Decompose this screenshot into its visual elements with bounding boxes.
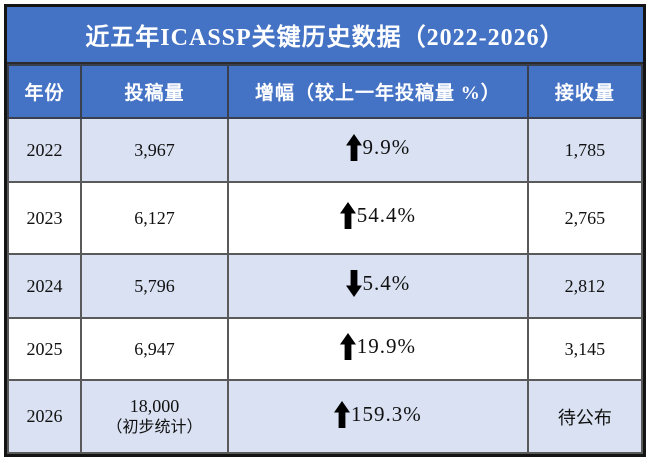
table-row-2023: 2023 6,127 54.4% 2,765 xyxy=(7,181,644,255)
up-arrow-icon xyxy=(339,202,356,230)
submissions-value: 18,000 xyxy=(129,396,180,417)
accepted-cell: 1,785 xyxy=(526,116,644,184)
header-row: 年份 投稿量 增幅（较上一年投稿量 %） 接收量 xyxy=(7,64,644,119)
accepted-cell: 2,812 xyxy=(526,252,644,320)
growth-cell: 5.4% xyxy=(226,252,529,320)
submissions-cell: 3,967 xyxy=(79,116,229,184)
up-arrow-icon xyxy=(334,400,351,428)
table-row-2022: 2022 3,967 9.9% 1,785 xyxy=(7,116,644,184)
growth-value: 19.9% xyxy=(356,334,417,359)
column-header-accepted: 接收量 xyxy=(526,64,644,119)
column-header-growth: 增幅（较上一年投稿量 %） xyxy=(226,64,529,119)
growth-cell: 19.9% xyxy=(226,317,529,382)
submissions-cell: 6,127 xyxy=(79,181,229,255)
growth-value: 54.4% xyxy=(356,203,417,228)
column-header-year: 年份 xyxy=(7,64,82,119)
accepted-cell: 待公布 xyxy=(526,379,644,454)
submissions-cell: 18,000 （初步统计） xyxy=(79,379,229,454)
year-cell: 2025 xyxy=(7,317,82,382)
data-table: 年份 投稿量 增幅（较上一年投稿量 %） 接收量 2022 3,967 xyxy=(7,64,644,454)
submissions-cell: 5,796 xyxy=(79,252,229,320)
table-row-2025: 2025 6,947 19.9% 3,145 xyxy=(7,317,644,382)
submissions-note: （初步统计） xyxy=(106,418,203,436)
down-arrow-icon xyxy=(345,270,362,297)
growth-value: 5.4% xyxy=(362,271,411,295)
icassp-history-table: 近五年ICASSP关键历史数据（2022-2026） 年份 投稿量 增幅（较上一… xyxy=(4,4,646,457)
growth-cell: 9.9% xyxy=(226,116,529,184)
year-cell: 2022 xyxy=(7,116,82,184)
column-header-submissions: 投稿量 xyxy=(79,64,229,119)
table-title: 近五年ICASSP关键历史数据（2022-2026） xyxy=(7,7,643,64)
table-title-text: 近五年ICASSP关键历史数据（2022-2026） xyxy=(85,25,565,51)
year-cell: 2023 xyxy=(7,181,82,255)
table-row-2024: 2024 5,796 5.4% 2,812 xyxy=(7,252,644,320)
submissions-cell: 6,947 xyxy=(79,317,229,382)
growth-cell: 159.3% xyxy=(226,379,529,454)
up-arrow-icon xyxy=(339,333,356,361)
up-arrow-icon xyxy=(345,134,362,162)
growth-cell: 54.4% xyxy=(226,181,529,255)
accepted-cell: 3,145 xyxy=(526,317,644,382)
year-cell: 2024 xyxy=(7,252,82,320)
growth-value: 9.9% xyxy=(362,135,411,160)
table-row-2026: 2026 18,000 （初步统计） 159.3% 待公布 xyxy=(7,379,644,454)
year-cell: 2026 xyxy=(7,379,82,454)
accepted-cell: 2,765 xyxy=(526,181,644,255)
growth-value: 159.3% xyxy=(351,401,422,426)
